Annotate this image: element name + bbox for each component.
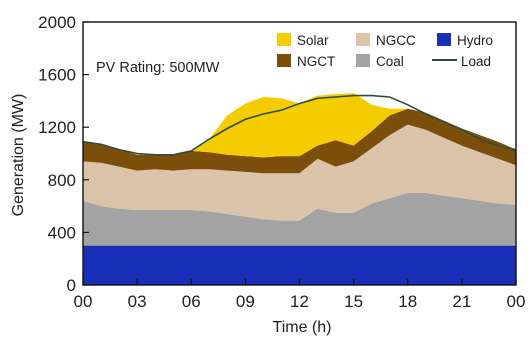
x-tick-label: 00 [74, 292, 93, 311]
load-line-layer [82, 94, 517, 156]
x-axis-title: Time (h) [273, 319, 332, 336]
area-ngcc [83, 124, 516, 221]
y-tick-label: 400 [48, 223, 76, 242]
x-tick-label: 00 [507, 292, 526, 311]
pv-rating-annotation: PV Rating: 500MW [96, 60, 220, 76]
x-tick-label: 03 [128, 292, 147, 311]
load-line [82, 94, 517, 156]
legend-label-load: Load [461, 54, 491, 69]
y-tick-label: 1200 [38, 118, 76, 137]
area-ngct [83, 108, 516, 174]
legend-swatch-solar [277, 33, 291, 46]
area-coal [83, 192, 516, 246]
x-tick-label: 06 [182, 292, 201, 311]
y-axis-title: Generation (MW) [10, 94, 27, 217]
x-tick-label: 15 [344, 292, 363, 311]
x-tick-label: 09 [236, 292, 255, 311]
legend-label-hydro: Hydro [457, 33, 493, 48]
legend-swatch-ngcc [356, 33, 370, 46]
legend: Solar NGCC Hydro NGCT Coal Load [277, 33, 493, 69]
legend-label-ngcc: NGCC [376, 33, 416, 48]
legend-swatch-hydro [437, 33, 451, 46]
legend-label-solar: Solar [297, 33, 329, 48]
legend-label-ngct: NGCT [297, 54, 335, 69]
x-tick-label: 18 [398, 292, 417, 311]
stacked-areas [83, 93, 516, 285]
y-tick-label: 2000 [38, 13, 76, 32]
y-tick-label: 800 [48, 171, 76, 190]
x-tick-label: 12 [290, 292, 309, 311]
y-tick-label: 0 [67, 276, 76, 295]
area-solar [83, 93, 516, 158]
legend-swatch-ngct [277, 54, 291, 67]
x-tick-label: 21 [452, 292, 471, 311]
legend-label-coal: Coal [376, 54, 404, 69]
legend-swatch-coal [356, 54, 370, 67]
y-tick-label: 1600 [38, 66, 76, 85]
area-hydro [83, 245, 516, 285]
